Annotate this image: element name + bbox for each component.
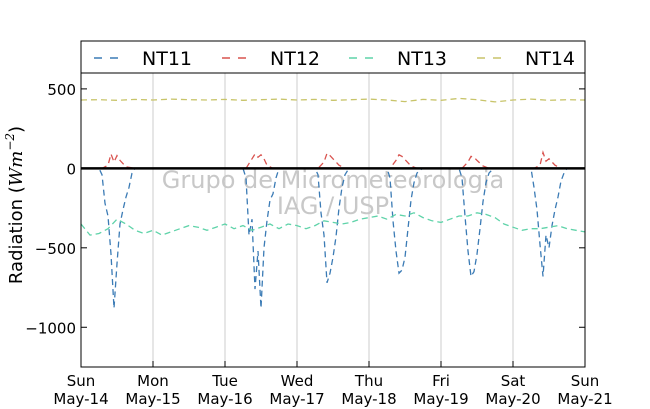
x-tick-day: Sat bbox=[501, 372, 526, 390]
y-axis-label: Radiation (Wm−2) bbox=[3, 126, 27, 284]
x-tick-date: May-18 bbox=[341, 390, 396, 408]
x-tick-date: May-14 bbox=[53, 390, 108, 408]
x-tick-date: May-19 bbox=[413, 390, 468, 408]
y-tick-label: −1000 bbox=[25, 319, 76, 337]
series-line-NT14 bbox=[80, 97, 586, 103]
watermark-line-1: Grupo de Micrometeorologia bbox=[162, 166, 504, 194]
x-axis: SunMay-14MonMay-15TueMay-16WedMay-17ThuM… bbox=[53, 361, 613, 408]
watermark: Grupo de Micrometeorologia IAG / USP bbox=[162, 166, 504, 220]
watermark-line-2: IAG / USP bbox=[277, 192, 389, 220]
legend: NT11 NT12 NT13 NT14 bbox=[80, 40, 586, 74]
x-tick-day: Tue bbox=[211, 372, 238, 390]
y-axis: 500 0 −500 −1000 bbox=[25, 81, 585, 337]
x-tick-date: May-20 bbox=[485, 390, 540, 408]
legend-label-NT12: NT12 bbox=[270, 48, 320, 70]
y-axis-label-close: ) bbox=[6, 126, 27, 133]
series-line-NT13 bbox=[80, 212, 586, 236]
x-tick-day: Sun bbox=[571, 372, 600, 390]
x-tick-day: Mon bbox=[137, 372, 169, 390]
legend-label-NT13: NT13 bbox=[397, 48, 447, 70]
x-tick-day: Wed bbox=[281, 372, 314, 390]
y-tick-label: 0 bbox=[66, 160, 76, 178]
x-tick-day: Fri bbox=[432, 372, 450, 390]
x-tick-date: May-21 bbox=[557, 390, 612, 408]
x-tick-day: Sun bbox=[67, 372, 96, 390]
y-axis-label-exponent: −2 bbox=[3, 133, 17, 151]
legend-box bbox=[80, 40, 586, 74]
x-tick-day: Thu bbox=[354, 372, 383, 390]
y-tick-label: −500 bbox=[35, 240, 76, 258]
x-tick-date: May-16 bbox=[197, 390, 252, 408]
legend-label-NT11: NT11 bbox=[142, 48, 192, 70]
y-axis-label-text: Radiation ( bbox=[6, 186, 27, 284]
legend-label-NT14: NT14 bbox=[525, 48, 575, 70]
x-tick-date: May-15 bbox=[125, 390, 180, 408]
y-tick-label: 500 bbox=[47, 81, 76, 99]
y-axis-label-unit: Wm bbox=[6, 151, 27, 187]
grid-lines bbox=[152, 73, 514, 367]
x-tick-date: May-17 bbox=[269, 390, 324, 408]
